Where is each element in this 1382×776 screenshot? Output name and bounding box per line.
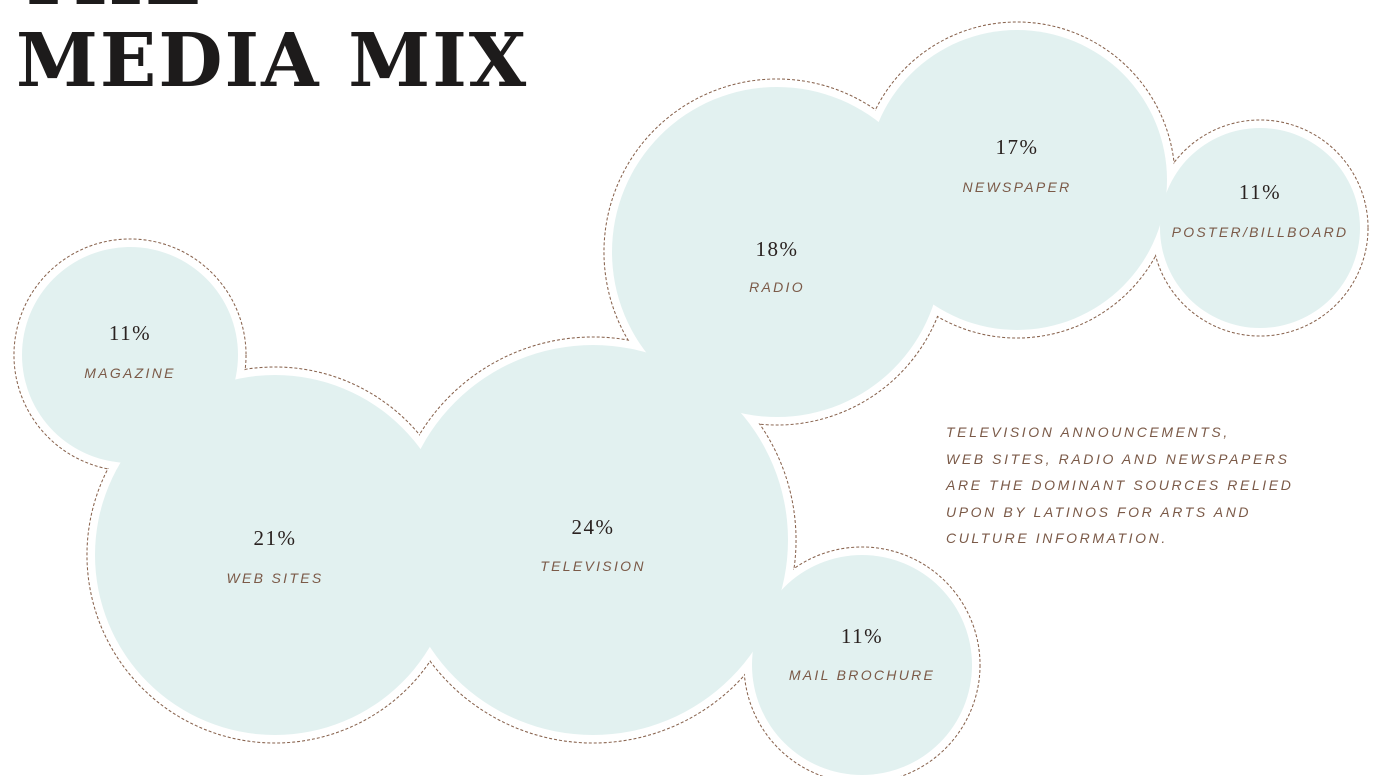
- value-label-poster-billboard: 11%: [1239, 180, 1281, 204]
- bubble-television: [398, 345, 788, 735]
- bubble-poster-billboard: [1160, 128, 1360, 328]
- category-label-newspaper: NEWSPAPER: [962, 179, 1071, 195]
- bubble-newspaper: [867, 30, 1167, 330]
- caption-note: TELEVISION ANNOUNCEMENTS, WEB SITES, RAD…: [946, 424, 1294, 546]
- value-label-television: 24%: [572, 515, 615, 539]
- category-label-mail-brochure: MAIL BROCHURE: [789, 667, 935, 683]
- category-label-television: TELEVISION: [540, 558, 645, 574]
- bubble-outline-poster-billboard: [1151, 119, 1369, 337]
- bubble-web-sites: [95, 375, 455, 735]
- bubble-radio: [612, 87, 942, 417]
- category-label-radio: RADIO: [749, 279, 805, 295]
- value-label-newspaper: 17%: [996, 135, 1039, 159]
- value-label-magazine: 11%: [109, 321, 151, 345]
- bubble-mail-brochure: [752, 555, 972, 775]
- bubble-labels: 11% MAGAZINE 21% WEB SITES 24% TELEVISION 18% R…: [84, 135, 1349, 683]
- value-label-radio: 18%: [756, 237, 799, 261]
- value-label-web-sites: 21%: [254, 526, 297, 550]
- page-title: THE MEDIA MIX: [16, 0, 529, 104]
- category-label-magazine: MAGAZINE: [84, 365, 176, 381]
- category-label-web-sites: WEB SITES: [227, 570, 324, 586]
- bubble-fills: [22, 30, 1360, 775]
- category-label-poster-billboard: POSTER/BILLBOARD: [1172, 224, 1349, 240]
- value-label-mail-brochure: 11%: [841, 624, 883, 648]
